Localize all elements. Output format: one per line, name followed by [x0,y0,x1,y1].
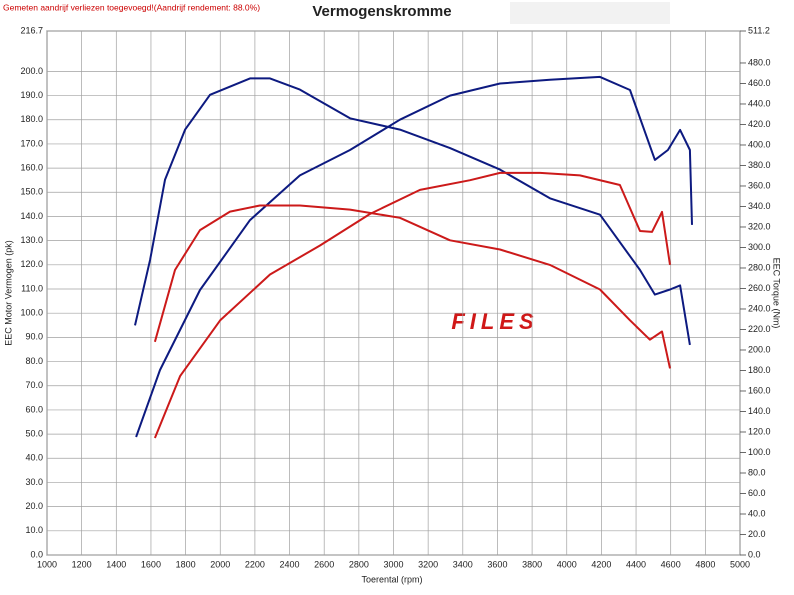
header-box [510,2,670,24]
x-tick-label: 4000 [557,559,577,569]
y2-tick-label: 20.0 [748,529,766,539]
y2-tick-label: 180.0 [748,365,771,375]
x-tick-label: 4200 [591,559,611,569]
y2-axis-label: EEC Torque (Nm) [772,258,782,329]
x-tick-label: 2400 [280,559,300,569]
y2-tick-label: 320.0 [748,221,771,231]
curve [135,75,693,438]
y-tick-label: 80.0 [25,356,43,366]
x-tick-label: 4800 [695,559,715,569]
y-tick-label: 70.0 [25,380,43,390]
y2-tick-label: 60.0 [748,488,766,498]
y-tick-label: 170.0 [20,138,43,148]
y2-tick-label: 380.0 [748,160,771,170]
y2-tick-label: 300.0 [748,242,771,252]
y2-tick-label: 420.0 [748,119,771,129]
curve [153,204,671,369]
y2-tick-label: 240.0 [748,303,771,313]
y-tick-label: 150.0 [20,187,43,197]
x-tick-label: 5000 [730,559,750,569]
x-axis-label: Toerental (rpm) [361,574,422,584]
x-tick-label: 1000 [37,559,57,569]
y2-tick-label: 40.0 [748,508,766,518]
y-tick-label: 190.0 [20,90,43,100]
curve [134,77,691,346]
y-tick-label: 160.0 [20,162,43,172]
y2-tick-label: 200.0 [748,344,771,354]
y2-tick-label: 220.0 [748,324,771,334]
y-tick-label: 90.0 [25,332,43,342]
y-tick-label: 20.0 [25,501,43,511]
x-tick-label: 2000 [210,559,230,569]
y2-tick-label: 460.0 [748,78,771,88]
curve [153,171,671,439]
x-tick-label: 2200 [245,559,265,569]
y2-tick-label: 440.0 [748,98,771,108]
y2-tick-label: 400.0 [748,139,771,149]
x-tick-label: 3400 [453,559,473,569]
note: Gemeten aandrijf verliezen toegevoegd!(A… [3,2,260,12]
chart-title: Vermogenskromme [312,3,451,20]
x-tick-label: 3600 [487,559,507,569]
x-tick-label: 1400 [106,559,126,569]
y2-tick-label: 140.0 [748,406,771,416]
y2-tick-label: 280.0 [748,262,771,272]
x-tick-label: 3000 [383,559,403,569]
y2-tick-label: 120.0 [748,426,771,436]
x-tick-label: 4400 [626,559,646,569]
y2-tick-label: 0.0 [748,549,761,559]
y-tick-label: 60.0 [25,404,43,414]
y-tick-label: 200.0 [20,66,43,76]
x-tick-label: 3200 [418,559,438,569]
y2-tick-label: 511.2 [748,25,770,35]
y-tick-label: 50.0 [25,428,43,438]
y2-tick-label: 80.0 [748,467,766,477]
y-tick-label: 10.0 [25,525,43,535]
y2-tick-label: 340.0 [748,201,771,211]
y2-tick-label: 480.0 [748,57,771,67]
y-tick-label: 130.0 [20,235,43,245]
x-tick-label: 2800 [349,559,369,569]
y-tick-label: 30.0 [25,477,43,487]
x-tick-label: 1800 [176,559,196,569]
y-tick-label: 110.0 [21,283,43,293]
y-tick-label: 120.0 [20,259,43,269]
y-tick-label: 140.0 [20,211,43,221]
y2-tick-label: 260.0 [748,283,771,293]
x-tick-label: 2600 [314,559,334,569]
watermark: FILES [451,309,538,334]
y-tick-label: 216.7 [20,25,43,35]
y2-tick-label: 160.0 [748,385,771,395]
x-tick-label: 3800 [522,559,542,569]
x-tick-label: 1600 [141,559,161,569]
y-axis-label: EEC Motor Vermogen (pk) [3,240,13,346]
x-tick-label: 4600 [661,559,681,569]
y-tick-label: 40.0 [25,453,43,463]
x-tick-label: 1200 [72,559,92,569]
y-tick-label: 0.0 [30,549,43,559]
y-tick-label: 180.0 [20,114,43,124]
y2-tick-label: 100.0 [748,447,771,457]
y-tick-label: 100.0 [20,308,43,318]
y2-tick-label: 360.0 [748,180,771,190]
